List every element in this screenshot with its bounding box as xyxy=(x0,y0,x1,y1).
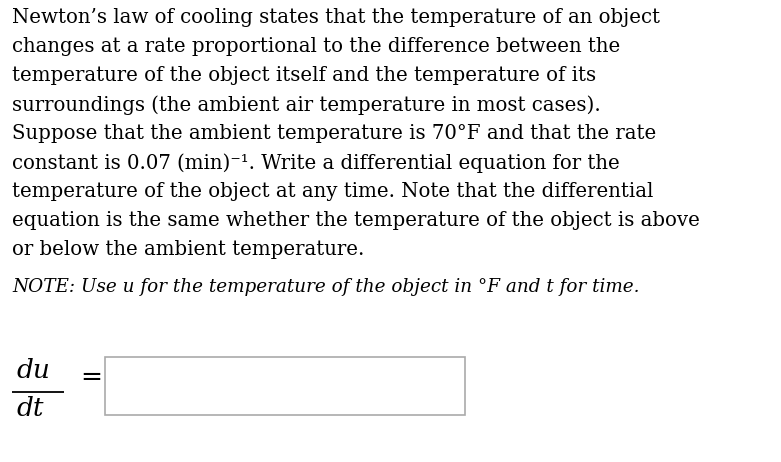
Text: Suppose that the ambient temperature is 70°F and that the rate: Suppose that the ambient temperature is … xyxy=(12,124,656,143)
Text: du: du xyxy=(16,358,50,383)
Text: temperature of the object itself and the temperature of its: temperature of the object itself and the… xyxy=(12,66,596,85)
Text: equation is the same whether the temperature of the object is above: equation is the same whether the tempera… xyxy=(12,211,700,230)
Text: Newton’s law of cooling states that the temperature of an object: Newton’s law of cooling states that the … xyxy=(12,8,660,27)
Text: NOTE: Use u for the temperature of the object in °F and t for time.: NOTE: Use u for the temperature of the o… xyxy=(12,278,640,296)
Text: or below the ambient temperature.: or below the ambient temperature. xyxy=(12,240,365,259)
Text: changes at a rate proportional to the difference between the: changes at a rate proportional to the di… xyxy=(12,37,620,56)
Text: constant is 0.07 (min)⁻¹. Write a differential equation for the: constant is 0.07 (min)⁻¹. Write a differ… xyxy=(12,153,620,173)
Text: =: = xyxy=(80,365,102,390)
Text: surroundings (the ambient air temperature in most cases).: surroundings (the ambient air temperatur… xyxy=(12,95,601,115)
Text: temperature of the object at any time. Note that the differential: temperature of the object at any time. N… xyxy=(12,182,654,201)
Text: dt: dt xyxy=(16,396,44,421)
FancyBboxPatch shape xyxy=(105,357,465,415)
